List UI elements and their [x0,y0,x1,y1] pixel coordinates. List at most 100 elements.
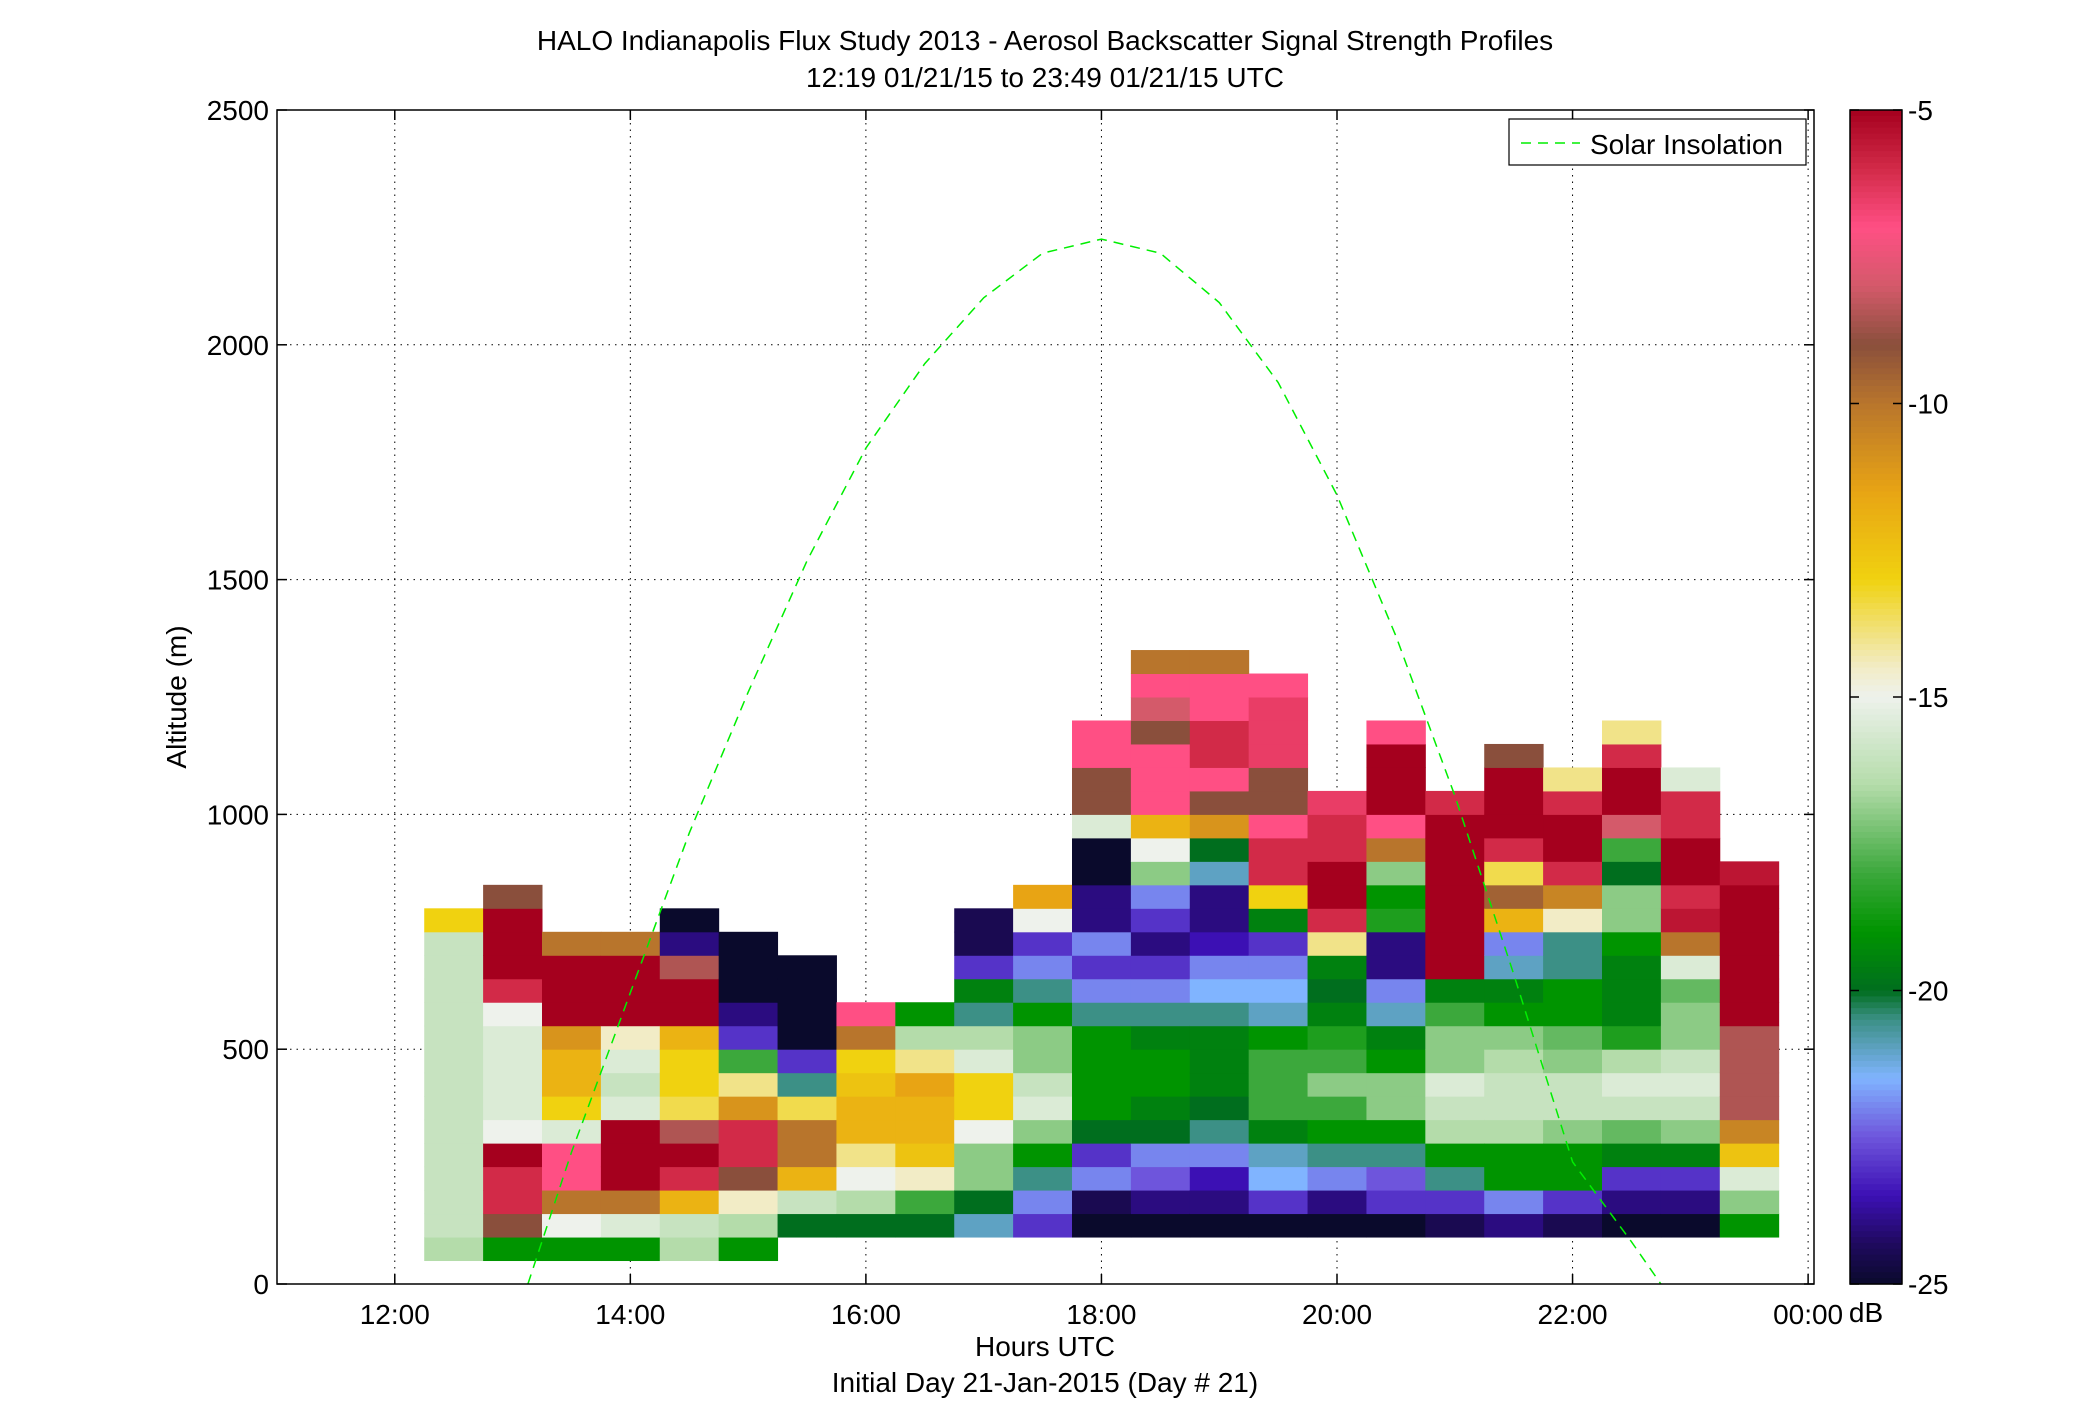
colorbar-stripe [1850,1184,1902,1191]
heatmap-cell [1719,955,1780,980]
heatmap-cell [1130,955,1191,980]
heatmap-cell [1425,814,1485,839]
heatmap-cell [1189,790,1250,815]
colorbar-stripe [1850,133,1902,140]
heatmap-cell [1130,1166,1191,1191]
heatmap-cell [718,978,779,1003]
heatmap-cell [1425,955,1485,980]
colorbar-stripe [1850,309,1902,317]
heatmap-cell [895,1002,955,1027]
heatmap-cell [836,1166,896,1191]
colorbar-stripe [1850,755,1902,763]
heatmap-cell [954,1119,1014,1144]
colorbar-stripe [1850,1066,1902,1074]
colorbar-stripe [1850,303,1902,311]
colorbar-stripe [1850,198,1902,205]
heatmap-cell [1719,1025,1780,1050]
heatmap-cell [1248,1190,1309,1215]
heatmap-cell [895,1213,955,1238]
heatmap-cell [659,1049,720,1074]
heatmap-cell [1543,837,1603,862]
y-tick-label: 1500 [207,565,269,596]
colorbar-stripe [1850,544,1902,551]
colorbar-stripe [1850,1125,1902,1132]
colorbar-stripe [1850,743,1902,751]
colorbar-stripe [1850,192,1902,199]
heatmap-cell [1543,908,1603,933]
heatmap-cell [1602,1166,1662,1191]
colorbar-stripe [1850,321,1902,328]
heatmap-cell [1366,767,1426,792]
x-tick-label: 16:00 [831,1299,901,1330]
heatmap-cell [836,1096,896,1121]
colorbar-stripe [1850,209,1902,217]
colorbar-stripe [1850,667,1902,675]
heatmap-cell [1366,908,1426,933]
colorbar-stripe [1850,245,1902,252]
heatmap-cell [1189,884,1250,909]
heatmap-cell [1660,884,1721,909]
colorbar-stripe [1850,444,1902,452]
heatmap-cell [600,1213,661,1238]
heatmap-cell [1248,1143,1309,1168]
heatmap-cell [1072,1025,1132,1050]
heatmap-cell [1425,1190,1485,1215]
heatmap-cell [1484,861,1544,886]
heatmap-cell [1484,1072,1544,1097]
colorbar-stripe [1850,532,1902,540]
colorbar-stripe [1850,808,1902,815]
heatmap-cell [424,908,484,933]
colorbar-stripe [1850,1254,1902,1262]
heatmap-cell [1248,767,1309,792]
heatmap-cell [659,908,720,933]
colorbar-stripe [1850,931,1902,939]
colorbar-stripe [1850,561,1902,569]
colorbar-stripe [1850,967,1902,974]
heatmap-cell [777,1119,837,1144]
heatmap-cell [777,978,837,1003]
colorbar-stripe [1850,415,1902,422]
heatmap-cell [1189,1119,1250,1144]
colorbar-stripe [1850,1025,1902,1033]
heatmap-cell [1248,1049,1309,1074]
heatmap-cell [1425,1002,1485,1027]
x-tick-label: 22:00 [1538,1299,1608,1330]
heatmap-cell [483,884,543,909]
heatmap-cell [718,1190,779,1215]
heatmap-cell [1366,814,1426,839]
heatmap-cell [1425,790,1485,815]
colorbar-stripe [1850,708,1902,716]
heatmap-cell [777,1213,837,1238]
colorbar-stripe [1850,984,1902,992]
heatmap-cell [600,931,661,956]
heatmap-cell [1660,1025,1721,1050]
heatmap-cell [1484,908,1544,933]
x-tick-label: 12:00 [360,1299,430,1330]
colorbar-stripe [1850,908,1902,915]
colorbar-stripe [1850,1242,1902,1250]
heatmap-cell [718,1143,779,1168]
heatmap-cell [1072,1190,1132,1215]
colorbar-stripe [1850,1278,1902,1285]
heatmap-cell [836,1002,896,1027]
colorbar-stripe [1850,156,1902,164]
colorbar-stripe [1850,961,1902,968]
heatmap-cell [424,1143,484,1168]
colorbar-stripe [1850,1019,1902,1027]
colorbar-stripe [1850,1237,1902,1244]
colorbar-stripe [1850,832,1902,839]
heatmap-cell [1130,1096,1191,1121]
heatmap-cell [954,908,1014,933]
heatmap-cell [542,955,602,980]
heatmap-cell [1013,931,1073,956]
heatmap-cell [600,1049,661,1074]
heatmap-cell [1425,861,1485,886]
colorbar-stripe [1850,1172,1902,1179]
heatmap-cell [1484,837,1544,862]
heatmap-cell [424,1237,484,1262]
heatmap-cell [1602,908,1662,933]
colorbar-stripe [1850,796,1902,804]
heatmap-cell [1425,1143,1485,1168]
heatmap-cell [1248,720,1309,745]
colorbar-stripe [1850,397,1902,405]
